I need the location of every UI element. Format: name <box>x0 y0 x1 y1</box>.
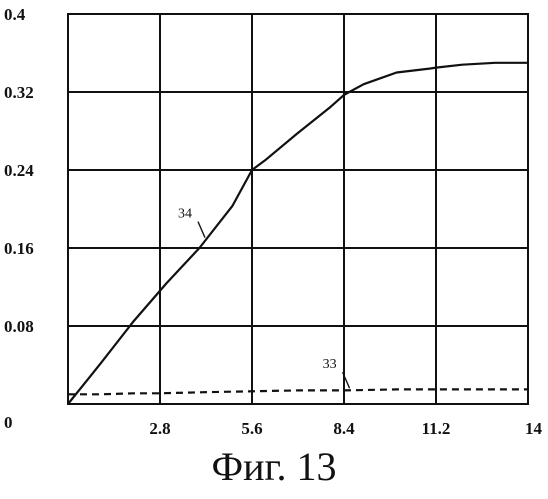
x-tick-label: 2.8 <box>149 419 170 438</box>
y-tick-label: 0.16 <box>4 239 34 258</box>
y-tick-label: 0.4 <box>4 5 26 24</box>
figure-caption: Фиг. 13 <box>0 442 548 492</box>
y-tick-label: 0.32 <box>4 83 34 102</box>
x-tick-label: 8.4 <box>333 419 355 438</box>
x-tick-label: 14 <box>525 419 543 438</box>
x-tick-labels: 2.8 5.6 8.4 11.2 14 <box>149 419 542 438</box>
curve-label-33: 33 <box>323 357 337 372</box>
annotation-leader-34 <box>198 222 205 238</box>
y-tick-labels: 0 0.08 0.16 0.24 0.32 0.4 <box>4 5 34 432</box>
y-tick-label: 0.08 <box>4 317 34 336</box>
x-tick-label: 5.6 <box>241 419 262 438</box>
series-line-33 <box>68 389 528 394</box>
x-tick-label: 11.2 <box>422 419 451 438</box>
y-tick-label: 0.24 <box>4 161 34 180</box>
plot-area-frame <box>68 14 528 404</box>
series-line-34 <box>68 63 528 404</box>
series-layer <box>68 63 528 404</box>
annotation-layer: 34 33 <box>178 207 350 389</box>
curve-label-34: 34 <box>178 207 192 222</box>
grid-lines <box>68 14 528 404</box>
y-tick-label: 0 <box>4 413 13 432</box>
